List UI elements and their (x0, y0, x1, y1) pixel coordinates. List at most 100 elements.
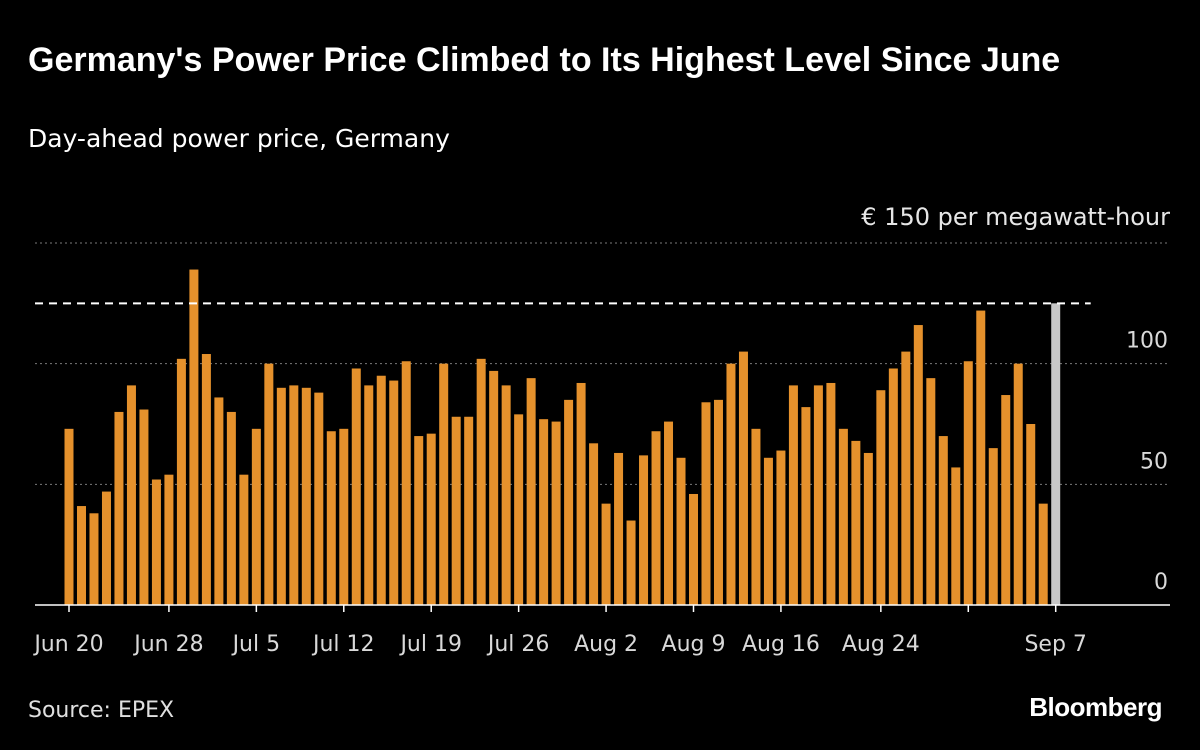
bar (239, 474, 249, 605)
x-tick-label: Jul 19 (398, 632, 462, 657)
bar (851, 440, 861, 605)
bar (76, 506, 86, 605)
bar (451, 416, 461, 605)
bar (938, 436, 948, 605)
bar (89, 513, 99, 605)
bar (276, 387, 286, 605)
bar (114, 411, 124, 605)
x-tick-label: Aug 9 (662, 632, 726, 657)
bar (726, 363, 736, 605)
bar (901, 351, 911, 605)
bar (214, 397, 224, 605)
bar (951, 467, 961, 605)
bar (601, 503, 611, 605)
bar (539, 419, 549, 605)
bar (476, 358, 486, 605)
bar (314, 392, 324, 605)
bar (676, 457, 686, 605)
bar (639, 455, 649, 605)
bar (64, 428, 74, 605)
bar (139, 409, 149, 605)
bar (426, 433, 436, 605)
bar (389, 380, 399, 605)
x-tick-label: Aug 24 (842, 632, 920, 657)
bar (776, 450, 786, 605)
y-unit-label: € 150 per megawatt-hour (861, 203, 1170, 231)
bar (589, 443, 599, 605)
bar (701, 402, 711, 605)
bar (151, 479, 161, 605)
bar (439, 363, 449, 605)
bar (176, 358, 186, 605)
bar (651, 431, 661, 605)
source-note: Source: EPEX (28, 698, 175, 723)
bar (1013, 363, 1023, 605)
bar (489, 370, 499, 605)
bar (289, 385, 299, 605)
bar-highlight (1051, 303, 1061, 605)
bar (364, 385, 374, 605)
bar (164, 474, 174, 605)
y-tick-label-50: 50 (1140, 449, 1168, 474)
x-tick-label: Aug 16 (742, 632, 820, 657)
bar (713, 399, 723, 605)
bar (826, 382, 836, 605)
bar (1026, 424, 1036, 605)
bar (339, 428, 349, 605)
bar (101, 491, 111, 605)
bar (564, 399, 574, 605)
chart-title: Germany's Power Price Climbed to Its Hig… (28, 41, 1061, 79)
bar (501, 385, 511, 605)
bar (689, 493, 698, 605)
bar (326, 431, 336, 605)
bar (976, 310, 986, 605)
bar (1038, 503, 1048, 605)
bar (401, 361, 411, 605)
bar (251, 428, 261, 605)
x-tick-label: Sep 7 (1024, 632, 1086, 657)
bar (863, 452, 873, 605)
x-tick-label: Jun 28 (132, 632, 203, 657)
bar (351, 368, 361, 605)
bar (913, 325, 923, 605)
bar (801, 407, 811, 605)
bar (1001, 395, 1011, 605)
x-tick-label: Jul 26 (486, 632, 550, 657)
bar (264, 363, 274, 605)
bar (876, 390, 886, 605)
bar (838, 428, 848, 605)
x-axis (35, 604, 1170, 612)
bar (126, 385, 136, 605)
x-tick-label: Jul 5 (231, 632, 281, 657)
bar (201, 354, 211, 605)
chart-subtitle: Day-ahead power price, Germany (28, 124, 450, 153)
bar (888, 368, 898, 605)
y-tick-label-100: 100 (1126, 329, 1168, 354)
bar (526, 378, 536, 605)
bar (963, 361, 973, 605)
bar-chart: € 150 per megawatt-hour 0 50 100 Jun 20 Jun 2… (32, 203, 1170, 657)
bloomberg-logo: Bloomberg (1029, 692, 1162, 722)
x-tick-label: Jun 20 (32, 632, 103, 657)
bar (751, 428, 761, 605)
bar (738, 351, 748, 605)
x-tick-label: Jul 12 (311, 632, 375, 657)
bar (626, 520, 636, 605)
y-tick-label-0: 0 (1154, 570, 1168, 595)
bar (614, 452, 624, 605)
bar (514, 414, 524, 605)
bar (763, 457, 773, 605)
bars (64, 269, 1061, 605)
bar (788, 385, 798, 605)
x-tick-label: Aug 2 (574, 632, 638, 657)
bar (376, 375, 386, 605)
bar (551, 421, 561, 605)
bar (301, 387, 311, 605)
bar (664, 421, 674, 605)
bar (926, 378, 936, 605)
axis-labels: € 150 per megawatt-hour 0 50 100 Jun 20 Jun 2… (32, 203, 1170, 657)
bar (464, 416, 474, 605)
bar (576, 382, 586, 605)
bar (813, 385, 823, 605)
bar (226, 411, 236, 605)
